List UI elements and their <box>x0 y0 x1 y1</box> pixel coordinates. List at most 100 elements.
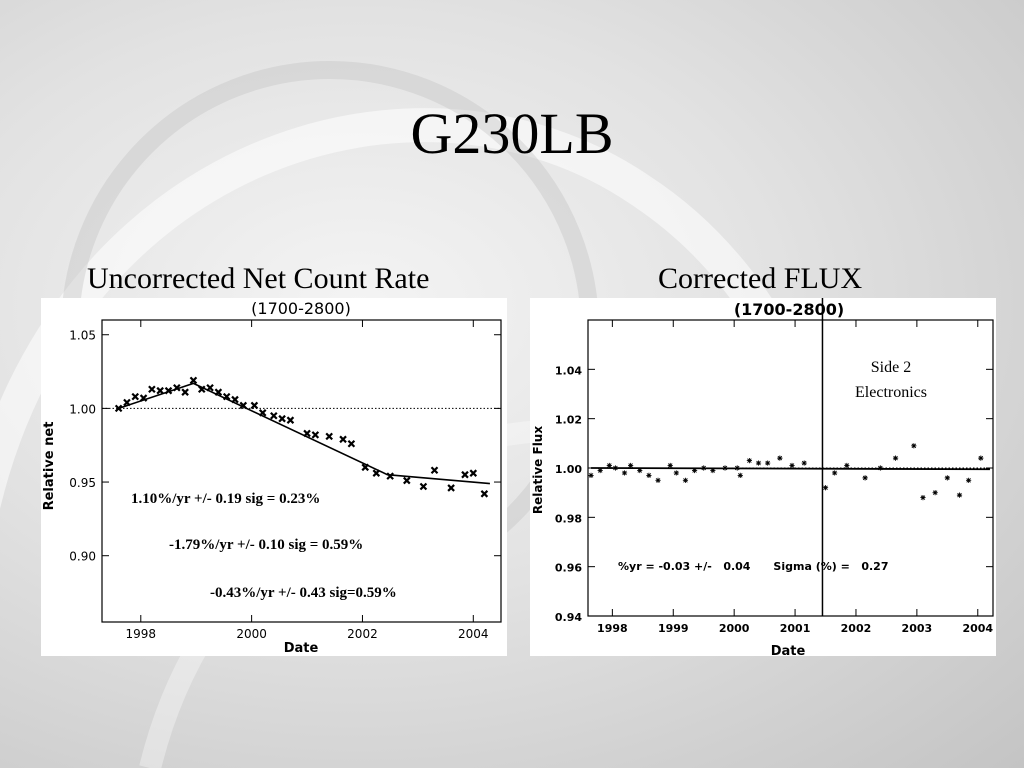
fit-annotation-3: -0.43%/yr +/- 0.43 sig=0.59% <box>210 585 397 601</box>
right-chart-panel: (1700-2800) Date Relative Flux 1998 1999 2… <box>530 298 996 656</box>
y-tick-label: 0.96 <box>555 562 582 575</box>
chart-title: (1700-2800) <box>251 299 351 318</box>
data-point <box>978 455 984 461</box>
y-tick-label: 1.04 <box>555 364 582 377</box>
plot-area: 1998 2000 2002 2004 0.90 0.95 1.00 1.05 <box>69 319 502 641</box>
data-point <box>606 462 612 469</box>
data-point <box>956 492 963 498</box>
data-point <box>222 392 231 401</box>
data-point <box>722 465 728 471</box>
data-point <box>278 414 286 423</box>
data-point <box>682 477 689 483</box>
plot-area: 1998 1999 2000 2001 2002 2003 2004 0.94 0.96 0.98… <box>555 298 994 635</box>
data-point <box>877 465 883 471</box>
y-tick-label: 1.02 <box>555 414 582 427</box>
x-tick-label: 1998 <box>597 622 628 635</box>
x-axis-label: Date <box>284 641 319 656</box>
data-point <box>197 385 206 394</box>
data-point <box>372 469 381 477</box>
data-point <box>765 460 771 466</box>
data-point <box>131 392 140 401</box>
side2-label-line2: Electronics <box>855 384 927 401</box>
trend-line <box>118 382 490 485</box>
fit-annotation: %yr = -0.03 +/- 0.04 Sigma (%) = 0.27 <box>618 560 888 573</box>
data-point <box>480 490 489 498</box>
uncorrected-net-chart: (1700-2800) Date Relative net 1998 2000 20… <box>42 299 502 656</box>
corrected-flux-chart: (1700-2800) Date Relative Flux 1998 1999 2… <box>531 298 994 656</box>
data-point <box>164 386 173 395</box>
y-tick-label: 1.00 <box>69 402 96 416</box>
right-chart-subtitle: Corrected FLUX <box>658 262 863 295</box>
data-point <box>347 439 356 448</box>
x-axis-label: Date <box>771 644 806 656</box>
data-point <box>588 472 594 478</box>
data-point <box>597 467 603 474</box>
data-point <box>419 482 428 491</box>
y-tick-label: 1.05 <box>69 329 96 343</box>
data-point <box>139 394 148 402</box>
fit-annotation-1: 1.10%/yr +/- 0.19 sig = 0.23% <box>131 491 320 507</box>
x-tick-label: 2000 <box>719 622 750 635</box>
data-point <box>173 383 181 392</box>
data-point <box>911 443 917 449</box>
data-point <box>801 460 807 466</box>
x-tick-label: 2004 <box>962 622 993 635</box>
x-tick-label: 2001 <box>780 622 811 635</box>
left-chart-subtitle: Uncorrected Net Count Rate <box>87 262 430 295</box>
x-tick-label: 2003 <box>902 622 933 635</box>
data-point <box>734 465 740 471</box>
x-tick-label: 2004 <box>458 627 489 641</box>
data-point <box>710 467 716 474</box>
data-point <box>777 455 783 461</box>
data-point <box>231 395 239 404</box>
slide-title: G230LB <box>410 101 614 166</box>
data-point <box>286 416 295 424</box>
data-point <box>189 376 198 385</box>
x-tick-label: 2002 <box>841 622 872 635</box>
data-point <box>862 475 868 481</box>
data-point <box>755 460 762 466</box>
data-point <box>325 432 333 441</box>
data-point <box>920 495 926 501</box>
y-tick-label: 0.94 <box>555 611 582 624</box>
data-point <box>691 467 698 474</box>
y-axis-label: Relative net <box>42 422 57 511</box>
data-point <box>737 472 743 478</box>
data-point <box>612 465 619 471</box>
side2-label-line1: Side 2 <box>871 359 911 376</box>
data-point <box>447 484 455 492</box>
plot-frame <box>101 319 502 623</box>
y-axis-label: Relative Flux <box>531 426 545 514</box>
data-point <box>822 485 829 491</box>
data-point <box>386 472 394 480</box>
y-tick-label: 1.00 <box>555 463 582 476</box>
data-point <box>628 462 634 469</box>
data-point <box>156 386 164 395</box>
y-tick-label: 0.90 <box>69 550 96 564</box>
x-tick-label: 1999 <box>658 622 689 635</box>
data-point <box>239 401 248 410</box>
data-point <box>148 385 156 394</box>
data-point <box>114 404 123 413</box>
data-point <box>832 470 838 476</box>
data-point <box>181 388 189 396</box>
y-tick-label: 0.95 <box>69 476 96 490</box>
data-point <box>250 401 259 410</box>
data-point <box>646 472 652 478</box>
data-point <box>789 462 795 469</box>
trend-line <box>591 467 990 471</box>
x-tick-label: 2002 <box>347 627 378 641</box>
data-point <box>270 411 278 420</box>
x-tick-label: 2000 <box>236 627 267 641</box>
data-point <box>311 431 320 439</box>
data-point <box>303 429 311 438</box>
data-point <box>461 470 469 479</box>
data-point <box>258 409 267 417</box>
data-point <box>746 458 752 464</box>
x-tick-label: 1998 <box>126 627 157 641</box>
data-point <box>701 465 707 471</box>
data-point <box>944 475 950 481</box>
data-point <box>214 388 223 396</box>
data-point <box>469 469 478 477</box>
data-point <box>844 462 850 469</box>
